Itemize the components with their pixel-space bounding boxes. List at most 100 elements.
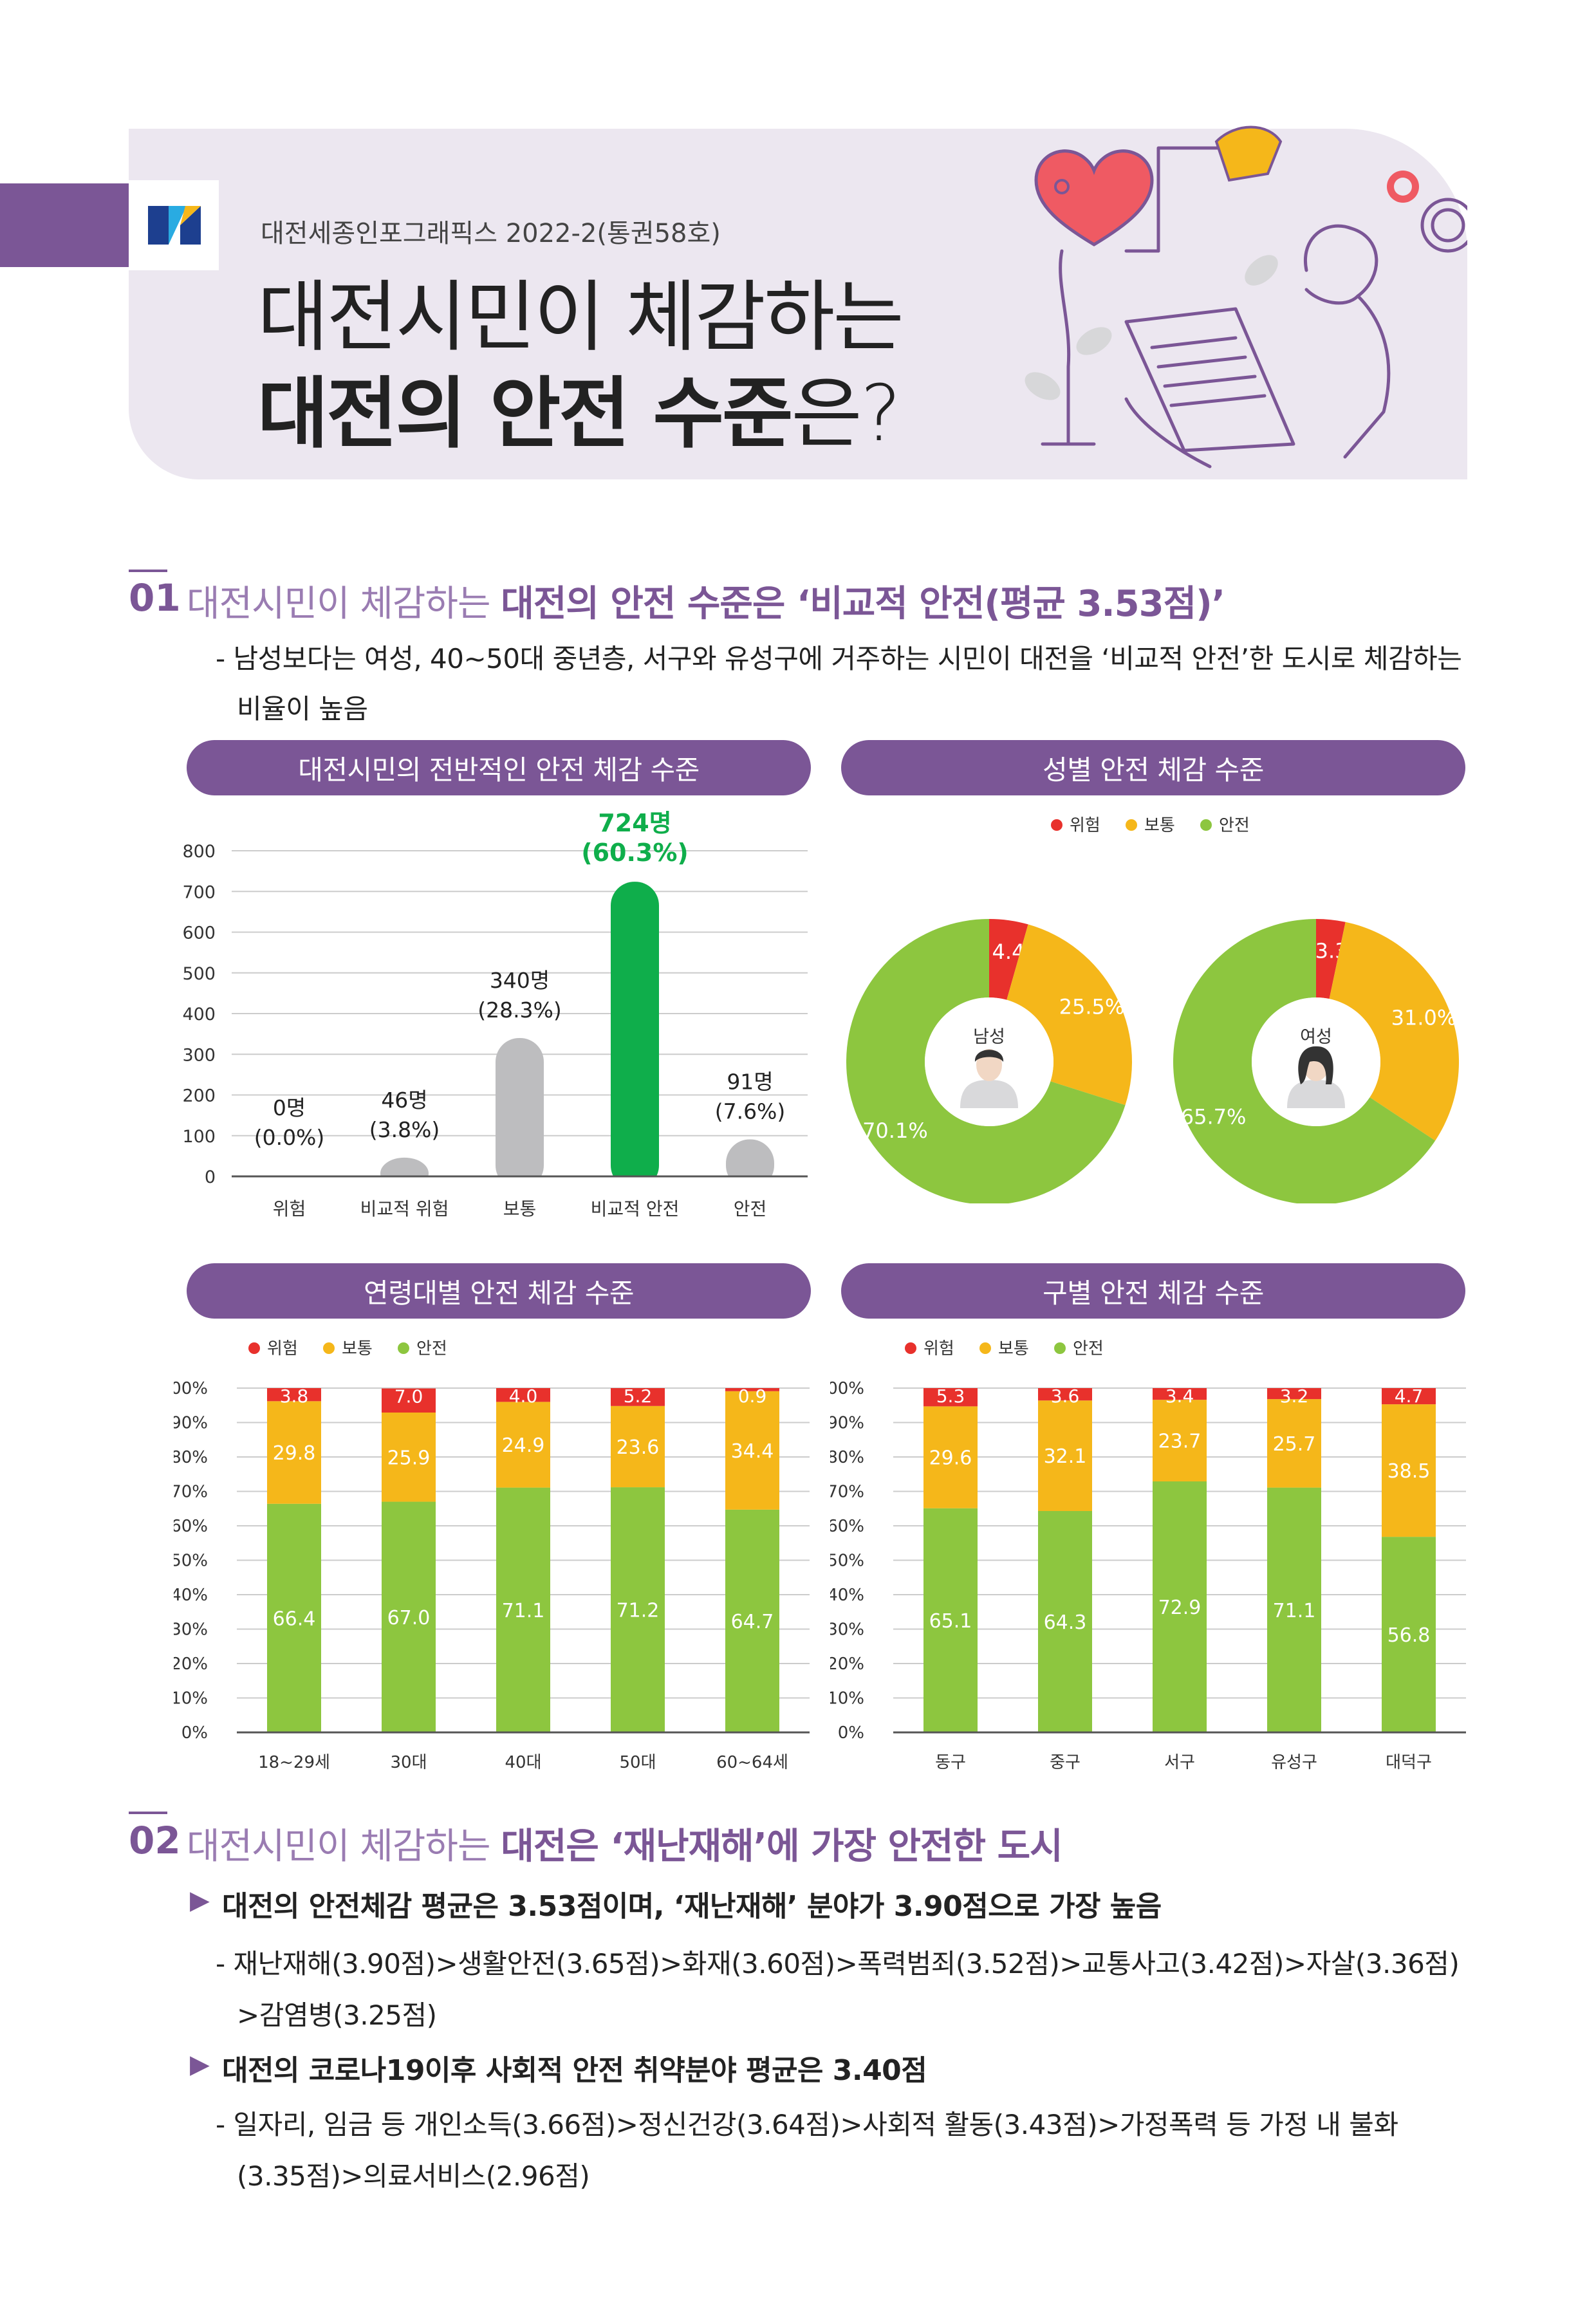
donut-slice <box>1329 922 1459 1141</box>
value-label: 46명 <box>381 1088 427 1113</box>
segment-value-label: 4.7 <box>1395 1386 1424 1407</box>
stacked-segment <box>382 1412 436 1502</box>
segment-value-label: 32.1 <box>1044 1445 1087 1468</box>
segment-value-label: 71.1 <box>502 1600 545 1622</box>
legend-label: 보통 <box>1144 816 1175 835</box>
district-safety-stacked-chart: 위험 보통 안전 0% 10% 20% 30% 40% 50% 60% 70% 80% 90% 100% 6… <box>830 1339 1466 1772</box>
slice-value-label: 31.0% <box>1391 1005 1457 1030</box>
female-hair-icon <box>1298 1046 1333 1084</box>
x-category-label: 서구 <box>1164 1753 1195 1772</box>
page-title-line1: 대전시민이 체감하는 <box>257 273 904 362</box>
bullet1-heading: 대전의 안전체감 평균은 3.53점이며, ‘재난재해’ 분야가 3.90점으로… <box>222 1890 1162 1923</box>
bullet1-line2: >감염병(3.25점) <box>237 1999 437 2031</box>
value-label: 91명 <box>727 1069 773 1094</box>
y-tick-label: 60% <box>830 1517 864 1536</box>
value-label: 0명 <box>273 1095 306 1120</box>
segment-value-label: 71.1 <box>1273 1600 1316 1622</box>
y-tick-label: 0% <box>181 1723 208 1743</box>
segment-value-label: 3.4 <box>1165 1386 1194 1407</box>
legend-swatch <box>979 1342 991 1354</box>
y-tick-label: 400 <box>182 1005 216 1025</box>
bar-base-mask <box>380 1176 429 1189</box>
chart3-title-pill: 연령대별 안전 체감 수준 <box>187 1263 811 1319</box>
stacked-segment <box>923 1388 978 1407</box>
slice-value-label: 65.7% <box>1181 1105 1247 1129</box>
legend-swatch <box>398 1342 409 1354</box>
stacked-segment <box>1038 1400 1092 1511</box>
y-tick-label: 90% <box>830 1414 864 1433</box>
section1-number: 01 <box>129 576 181 620</box>
stacked-segment <box>1267 1399 1321 1488</box>
percent-label: (60.3%) <box>581 839 689 867</box>
stacked-segment <box>725 1391 779 1510</box>
y-tick-label: 800 <box>182 842 216 862</box>
bullet2-line2: (3.35점)>의료서비스(2.96점) <box>237 2160 590 2192</box>
y-tick-label: 600 <box>182 923 216 943</box>
stacked-segment <box>382 1501 436 1732</box>
y-tick-label: 10% <box>830 1689 864 1709</box>
stacked-segment <box>1382 1537 1436 1732</box>
y-tick-label: 80% <box>174 1448 208 1467</box>
stacked-segment <box>1382 1388 1436 1405</box>
y-tick-label: 80% <box>830 1448 864 1467</box>
x-category-label: 보통 <box>503 1198 537 1219</box>
page-title-line2: 대전의 안전 수준은? <box>257 351 901 463</box>
legend-label: 안전 <box>416 1339 447 1358</box>
header-banner <box>129 129 1467 479</box>
y-tick-label: 30% <box>830 1620 864 1640</box>
segment-value-label: 72.9 <box>1158 1597 1202 1619</box>
x-category-label: 50대 <box>619 1753 656 1772</box>
segment-value-label: 5.2 <box>624 1386 653 1407</box>
page-title-suffix: 은? <box>791 369 901 459</box>
stacked-segment <box>382 1388 436 1413</box>
segment-value-label: 34.4 <box>731 1440 774 1463</box>
legend-swatch <box>1054 1342 1066 1354</box>
x-category-label: 40대 <box>505 1753 541 1772</box>
section1-title-light: 대전시민이 체감하는 <box>187 583 501 625</box>
page-title-bold: 대전의 안전 수준 <box>257 369 793 459</box>
x-category-label: 18~29세 <box>258 1753 330 1772</box>
x-category-label: 대덕구 <box>1386 1753 1432 1772</box>
percent-label: (28.3%) <box>478 997 562 1023</box>
bar <box>496 1037 544 1189</box>
value-label: 340명 <box>490 968 550 993</box>
x-category-label: 유성구 <box>1271 1753 1317 1772</box>
y-tick-label: 0% <box>838 1723 864 1743</box>
segment-value-label: 3.6 <box>1051 1386 1080 1407</box>
stacked-segment <box>267 1503 321 1732</box>
segment-value-label: 24.9 <box>502 1434 545 1457</box>
stacked-segment <box>611 1405 665 1488</box>
stacked-segment <box>725 1509 779 1732</box>
publication-label: 대전세종인포그래픽스 2022-2(통권58호) <box>261 219 721 248</box>
value-label: 724명 <box>598 811 671 837</box>
donut-slice <box>1316 919 1346 999</box>
header-illustration <box>1025 125 1467 468</box>
section2-title-light: 대전시민이 체감하는 <box>187 1826 501 1868</box>
donut-center-label: 여성 <box>1300 1027 1332 1047</box>
publisher-logo <box>129 180 219 270</box>
stacked-segment <box>496 1402 550 1488</box>
y-tick-label: 100% <box>174 1379 208 1398</box>
y-tick-label: 50% <box>174 1552 208 1571</box>
bullet1-line1: - 재난재해(3.90점)>생활안전(3.65점)>화재(3.60점)>폭력범죄… <box>216 1948 1460 1980</box>
segment-value-label: 64.7 <box>731 1611 774 1633</box>
segment-value-label: 25.7 <box>1273 1433 1316 1456</box>
male-hair-icon <box>974 1050 1004 1062</box>
bullet-triangle-icon: ▶ <box>190 2050 210 2079</box>
y-tick-label: 20% <box>174 1655 208 1674</box>
overall-safety-bar-chart: 0 100 200 300 400 500 600 700 800 위험 0명 (0.0%) 비교적 위… <box>182 811 808 1219</box>
donut-slice <box>846 919 1126 1203</box>
segment-value-label: 29.6 <box>929 1447 972 1470</box>
bar <box>611 882 659 1189</box>
segment-value-label: 67.0 <box>387 1607 431 1629</box>
segment-value-label: 66.4 <box>273 1608 316 1630</box>
legend-swatch <box>323 1342 335 1354</box>
donut-center-label: 남성 <box>973 1027 1005 1047</box>
segment-value-label: 65.1 <box>929 1610 972 1633</box>
y-tick-label: 70% <box>830 1483 864 1502</box>
stacked-segment <box>611 1487 665 1732</box>
segment-value-label: 56.8 <box>1387 1624 1431 1647</box>
y-tick-label: 0 <box>205 1167 216 1187</box>
segment-value-label: 23.7 <box>1158 1431 1202 1453</box>
